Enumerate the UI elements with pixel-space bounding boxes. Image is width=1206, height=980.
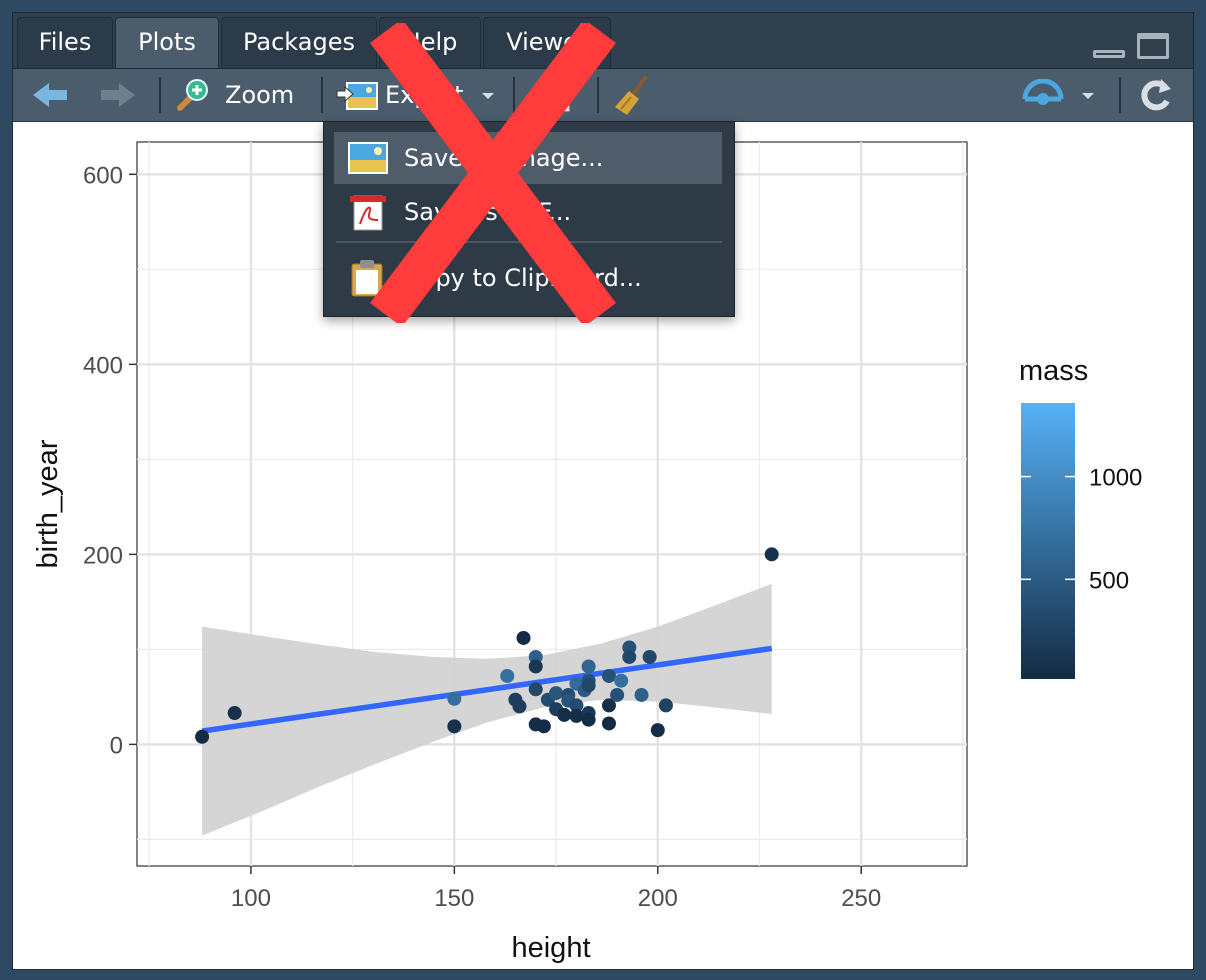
data-point: [512, 699, 527, 714]
x-tick-label: 150: [434, 885, 474, 912]
legend-ticks: 500 1000: [1021, 465, 1142, 594]
arrow-right-icon[interactable]: [99, 81, 137, 109]
magnifier-plus-icon[interactable]: [175, 77, 211, 113]
plots-pane: Files Plots Packages Help Viewer Zoom E: [12, 12, 1194, 970]
data-point: [581, 659, 596, 674]
zoom-button[interactable]: Zoom: [225, 81, 295, 109]
chevron-down-icon: [482, 93, 494, 99]
data-point: [601, 698, 616, 713]
legend-title: mass: [1019, 355, 1088, 387]
x-axis-ticks: 100 150 200 250: [231, 866, 881, 912]
data-point: [447, 691, 462, 706]
legend-tick-label: 500: [1089, 567, 1129, 594]
data-point: [581, 712, 596, 727]
data-point: [642, 649, 657, 664]
data-point: [764, 547, 779, 562]
data-point: [528, 659, 543, 674]
y-tick-label: 400: [83, 352, 123, 379]
regression-line: [201, 645, 773, 734]
y-tick-label: 600: [83, 162, 123, 189]
data-point: [650, 723, 665, 738]
y-axis-ticks: 0 200 400 600: [83, 162, 137, 759]
data-point: [622, 649, 637, 664]
data-point: [658, 698, 673, 713]
data-point: [557, 707, 572, 722]
image-file-icon: [348, 142, 388, 174]
data-point: [601, 716, 616, 731]
y-axis-label: birth_year: [32, 439, 64, 568]
maximize-pane-icon[interactable]: [1137, 33, 1169, 59]
data-point: [549, 686, 564, 701]
fit-line: [201, 645, 773, 734]
chevron-down-icon[interactable]: [1081, 91, 1095, 101]
clipboard-icon: [351, 260, 383, 297]
pdf-file-icon: [350, 195, 386, 231]
picture-export-icon[interactable]: [335, 79, 379, 113]
data-point: [500, 668, 515, 683]
refresh-icon[interactable]: [1135, 77, 1175, 113]
data-point: [195, 729, 210, 744]
legend-colorbar: [1021, 403, 1075, 679]
data-points: [195, 547, 779, 744]
data-point: [447, 719, 462, 734]
broom-icon[interactable]: [613, 75, 653, 117]
data-point: [634, 687, 649, 702]
data-point: [581, 678, 596, 693]
tab-files[interactable]: Files: [17, 17, 113, 68]
data-point: [536, 719, 551, 734]
tab-packages[interactable]: Packages: [221, 17, 377, 68]
publish-icon[interactable]: [1021, 79, 1065, 113]
y-tick-label: 0: [110, 732, 123, 759]
data-point: [614, 673, 629, 688]
red-x-icon: [370, 23, 616, 323]
data-point: [569, 698, 584, 713]
arrow-left-icon[interactable]: [31, 81, 69, 109]
tab-plots[interactable]: Plots: [115, 17, 219, 68]
data-point: [601, 668, 616, 683]
data-point: [610, 687, 625, 702]
x-tick-label: 250: [841, 885, 881, 912]
x-axis-label: height: [511, 932, 590, 964]
legend-tick-label: 1000: [1089, 465, 1142, 492]
x-tick-label: 200: [638, 885, 678, 912]
minimize-pane-icon[interactable]: [1093, 50, 1125, 58]
x-tick-label: 100: [231, 885, 271, 912]
y-tick-label: 200: [83, 542, 123, 569]
data-point: [528, 682, 543, 697]
data-point: [516, 630, 531, 645]
data-point: [569, 708, 584, 723]
data-point: [227, 706, 242, 721]
